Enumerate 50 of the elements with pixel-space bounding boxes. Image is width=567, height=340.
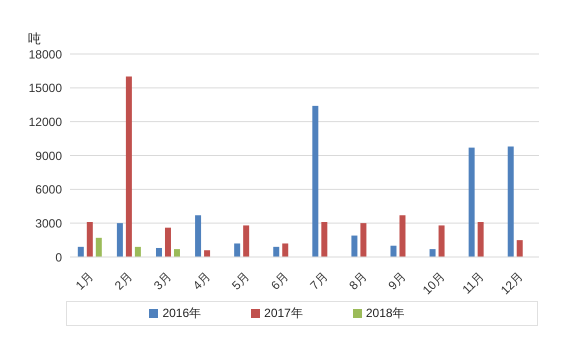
bar <box>468 148 475 257</box>
x-tick-label: 3月 <box>150 269 174 293</box>
bar <box>430 249 436 257</box>
bar <box>321 222 328 257</box>
bar <box>174 249 180 257</box>
y-tick-label: 18000 <box>28 47 62 62</box>
bar <box>273 246 280 257</box>
bar <box>390 246 396 257</box>
x-tick-label: 1月 <box>72 269 96 293</box>
bar <box>282 243 288 257</box>
y-tick-label: 15000 <box>28 81 62 96</box>
bar <box>234 243 240 257</box>
x-tick-label: 4月 <box>190 269 214 293</box>
bar <box>351 236 358 257</box>
bar <box>508 146 514 257</box>
bar <box>78 246 84 257</box>
legend-label: 2016年 <box>162 306 202 320</box>
x-tick-label: 2月 <box>112 269 135 293</box>
bar <box>360 223 366 257</box>
x-tick-label: 5月 <box>229 269 252 293</box>
bar <box>86 222 93 257</box>
bar <box>126 76 132 257</box>
bar <box>399 215 406 257</box>
x-tick-label: 10月 <box>420 269 448 298</box>
legend-label: 2017年 <box>264 306 303 320</box>
x-tick-label: 6月 <box>268 269 292 293</box>
legend-label: 2018年 <box>366 306 405 320</box>
bar <box>204 250 210 257</box>
y-tick-label: 0 <box>55 250 62 264</box>
bar <box>96 238 102 257</box>
bar <box>164 228 171 257</box>
y-tick-label: 6000 <box>35 182 62 197</box>
bar <box>116 223 123 257</box>
bar <box>478 222 484 257</box>
x-tick-label: 8月 <box>346 269 370 293</box>
bar <box>134 246 141 257</box>
x-tick-label: 11月 <box>460 269 487 297</box>
bar <box>243 225 250 257</box>
y-tick-label: 3000 <box>35 216 62 230</box>
y-tick-label: 12000 <box>28 114 62 129</box>
bar <box>195 215 202 257</box>
x-tick-label: 9月 <box>385 269 409 293</box>
bar <box>516 240 523 257</box>
x-tick-label: 12月 <box>498 269 526 298</box>
bar <box>312 106 318 257</box>
bar <box>438 225 445 257</box>
y-axis-title: 吨 <box>28 30 41 48</box>
x-tick-label: 7月 <box>307 269 330 293</box>
y-tick-label: 9000 <box>35 148 62 163</box>
bar <box>156 248 162 257</box>
